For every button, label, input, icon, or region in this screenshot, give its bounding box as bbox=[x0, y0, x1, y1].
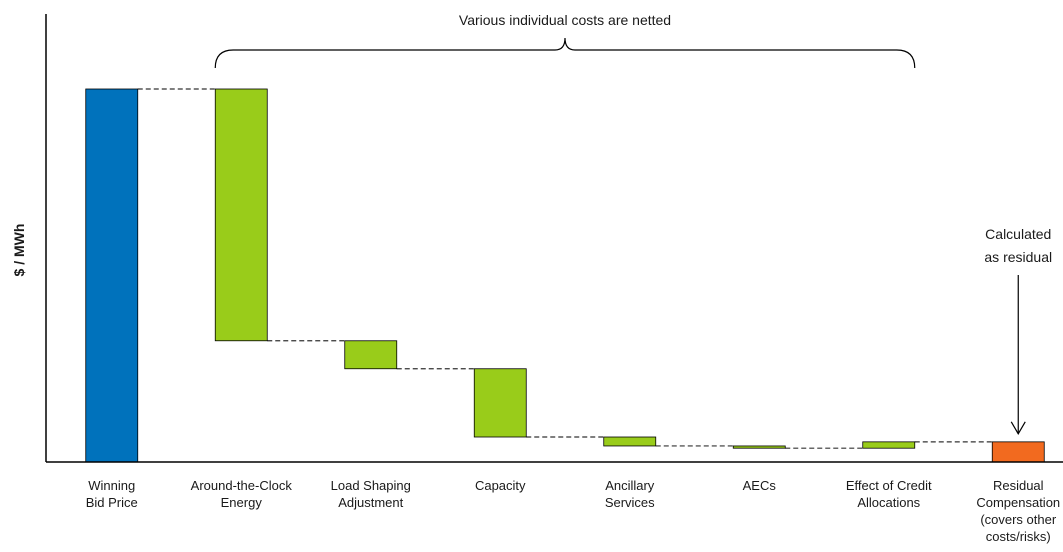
x-tick-label: Energy bbox=[221, 495, 263, 510]
bars bbox=[85, 88, 1045, 463]
annotations: Various individual costs are netted Calcu… bbox=[214, 12, 1052, 436]
bar-residual bbox=[991, 441, 1045, 463]
x-tick-label: Effect of Credit bbox=[846, 478, 932, 493]
bar-decrease bbox=[732, 445, 786, 449]
residual-label: as residual bbox=[984, 249, 1052, 265]
x-tick-label: Residual bbox=[993, 478, 1044, 493]
x-tick-label: AECs bbox=[743, 478, 777, 493]
residual-label: Calculated bbox=[985, 226, 1051, 242]
x-tick-label: Around-the-Clock bbox=[191, 478, 293, 493]
x-tick-label: Bid Price bbox=[86, 495, 138, 510]
x-tick-label: Allocations bbox=[857, 495, 920, 510]
bar-decrease bbox=[473, 368, 527, 438]
x-tick-label: costs/risks) bbox=[986, 529, 1051, 544]
x-tick-label: Compensation bbox=[976, 495, 1060, 510]
residual-arrowhead bbox=[1010, 421, 1026, 436]
curly-brace bbox=[214, 37, 916, 69]
x-tick-label: Capacity bbox=[475, 478, 526, 493]
x-tick-label: (covers other bbox=[980, 512, 1057, 527]
y-axis-label: $ / MWh bbox=[11, 224, 27, 277]
bar-decrease bbox=[344, 340, 398, 370]
x-tick-label: Load Shaping bbox=[331, 478, 411, 493]
bar-decrease bbox=[603, 436, 657, 447]
x-tick-label: Winning bbox=[88, 478, 135, 493]
brace-label: Various individual costs are netted bbox=[459, 12, 671, 28]
bar-decrease bbox=[214, 88, 268, 342]
x-tick-labels: Winning Bid Price Around-the-Clock Energy Lo… bbox=[86, 478, 1060, 544]
axes: $ / MWh bbox=[11, 14, 1063, 463]
bar-total bbox=[85, 88, 139, 463]
bar-increase bbox=[862, 441, 916, 449]
x-tick-label: Adjustment bbox=[338, 495, 403, 510]
connector-lines bbox=[137, 88, 993, 449]
x-tick-label: Services bbox=[605, 495, 655, 510]
x-tick-label: Ancillary bbox=[605, 478, 655, 493]
